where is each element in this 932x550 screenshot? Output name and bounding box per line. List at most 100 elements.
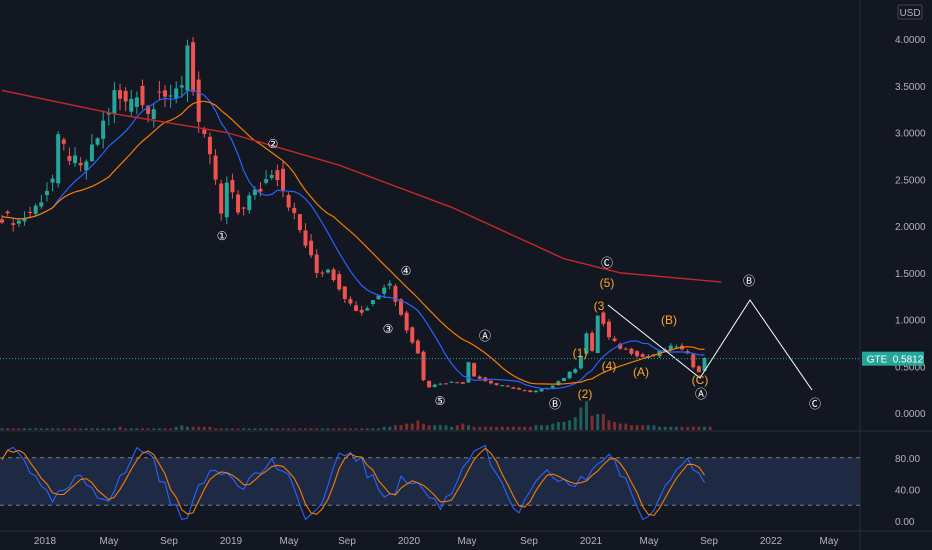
- volume-bar: [489, 426, 493, 430]
- price-tick-label: 4.0000: [895, 35, 926, 46]
- candle-body: [432, 384, 437, 387]
- volume-bar: [556, 422, 560, 430]
- candle-body: [550, 385, 555, 388]
- time-tick-label: 2019: [220, 536, 243, 547]
- volume-bar: [388, 426, 392, 430]
- candle-body: [207, 136, 212, 155]
- volume-bar: [259, 428, 263, 430]
- price-axis[interactable]: 4.0000 3.5000 3.0000 2.5000 2.0000 1.5000 1.00…: [895, 35, 926, 420]
- volume-bar: [624, 423, 628, 430]
- volume-bar: [438, 425, 442, 430]
- candle-body: [421, 351, 426, 381]
- candle-body: [696, 366, 701, 373]
- price-tick-label: 0.0000: [895, 409, 926, 420]
- volume-bar: [466, 425, 470, 430]
- volume-bar: [320, 428, 324, 430]
- candle-body: [556, 381, 561, 386]
- candle-body: [213, 155, 218, 180]
- volume-bar: [382, 426, 386, 430]
- candle-body: [151, 109, 156, 120]
- candle-body: [393, 285, 398, 302]
- volume-bar: [337, 428, 341, 430]
- volume-bar: [703, 426, 706, 430]
- volume-bar: [444, 425, 448, 430]
- candle-body: [286, 195, 291, 208]
- candle-body: [134, 97, 139, 107]
- oscillator-tick-label: 40.00: [895, 485, 920, 496]
- volume-bar: [584, 401, 588, 430]
- volume-bar: [298, 428, 302, 430]
- candle-body: [44, 190, 49, 196]
- volume-bar: [534, 425, 538, 430]
- time-axis[interactable]: 2018 May Sep 2019 May Sep 2020 May Sep 2021 May Sep…: [34, 536, 839, 547]
- candle-body: [567, 371, 572, 379]
- time-tick-label: Sep: [338, 536, 356, 547]
- volume-bar: [517, 426, 521, 430]
- volume-bar: [663, 426, 667, 430]
- candle-body: [438, 383, 443, 385]
- candle-body: [443, 383, 448, 385]
- volume-bar: [112, 428, 116, 430]
- volume-bar: [528, 426, 532, 430]
- volume-bar: [219, 428, 223, 430]
- volume-bar: [118, 426, 122, 430]
- volume-bar: [129, 428, 133, 430]
- volume-bar: [646, 425, 650, 430]
- candle-body: [241, 207, 246, 209]
- candle-body: [505, 385, 510, 387]
- candle-body: [224, 182, 229, 218]
- candle-body: [297, 214, 302, 231]
- candle-body: [702, 358, 707, 371]
- volume-bar: [483, 426, 487, 430]
- currency-box: [897, 4, 923, 20]
- candle-body: [354, 305, 359, 311]
- time-tick-label: Sep: [160, 536, 178, 547]
- volume-bar: [686, 426, 690, 430]
- candle-body: [50, 178, 55, 183]
- time-tick-label: May: [820, 536, 839, 547]
- candle-body: [275, 170, 280, 181]
- time-tick-label: Sep: [700, 536, 718, 547]
- candle-body: [89, 144, 94, 162]
- volume-bar: [433, 425, 437, 430]
- wave-label: Ⓒ: [809, 397, 821, 411]
- candle-body: [28, 212, 33, 214]
- candle-body: [342, 286, 347, 300]
- volume-bar: [197, 426, 201, 430]
- volume-bar: [191, 426, 195, 430]
- volume-bar: [568, 420, 572, 430]
- volume-bar: [51, 428, 55, 430]
- volume-bar: [523, 426, 527, 430]
- volume-bar: [540, 425, 544, 430]
- candle-body: [84, 161, 89, 171]
- volume-bar: [146, 428, 150, 430]
- candle-body: [578, 356, 583, 369]
- volume-bar: [399, 425, 403, 430]
- candle-body: [674, 346, 679, 348]
- candle-body: [500, 385, 505, 387]
- price-tick-label: 3.0000: [895, 129, 926, 140]
- candle-body: [562, 377, 566, 382]
- stoch-d-line: [1, 447, 705, 517]
- last-price-value: 0.5812: [893, 355, 924, 366]
- volume-bar: [691, 426, 695, 430]
- candle-body: [67, 156, 72, 161]
- candle-body: [522, 390, 527, 392]
- volume-bar: [652, 425, 656, 430]
- candle-body: [517, 388, 522, 390]
- volume-bar: [169, 428, 173, 430]
- candle-body: [56, 134, 61, 184]
- volume-bar: [562, 422, 566, 430]
- candle-body: [236, 194, 241, 213]
- wave-label: ⑤: [435, 394, 446, 408]
- wave-label: (4): [602, 359, 617, 373]
- volume-bar: [34, 428, 38, 430]
- candle-body: [247, 195, 252, 211]
- candle-body: [101, 120, 106, 139]
- candle-body: [39, 202, 44, 207]
- wave-label: Ⓑ: [743, 274, 755, 288]
- candle-body: [455, 382, 460, 384]
- volume-bar: [393, 425, 397, 430]
- symbol-tag: [862, 351, 892, 366]
